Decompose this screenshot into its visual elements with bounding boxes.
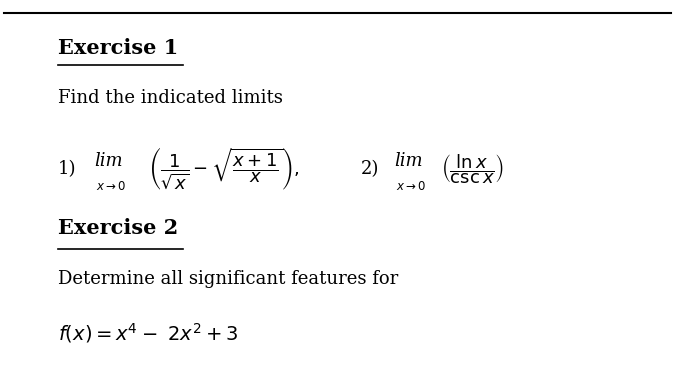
Text: Exercise 1: Exercise 1: [57, 38, 178, 58]
Text: 1): 1): [57, 160, 76, 178]
Text: Determine all significant features for: Determine all significant features for: [57, 270, 398, 288]
Text: $x\to 0$: $x\to 0$: [396, 179, 427, 193]
Text: lim: lim: [394, 152, 423, 171]
Text: Exercise 2: Exercise 2: [57, 218, 178, 238]
Text: $f(x) = x^4 - \ 2x^2 + 3$: $f(x) = x^4 - \ 2x^2 + 3$: [57, 321, 238, 345]
Text: 2): 2): [361, 160, 379, 178]
Text: lim: lim: [95, 152, 123, 171]
Text: Find the indicated limits: Find the indicated limits: [57, 89, 282, 107]
Text: $\left(\dfrac{\ln x}{\csc x}\right)$: $\left(\dfrac{\ln x}{\csc x}\right)$: [441, 152, 504, 185]
Text: $\left(\dfrac{1}{\sqrt{x}}-\sqrt{\dfrac{x+1}{x}}\right),$: $\left(\dfrac{1}{\sqrt{x}}-\sqrt{\dfrac{…: [148, 145, 300, 192]
Text: $x\to 0$: $x\to 0$: [96, 179, 126, 193]
